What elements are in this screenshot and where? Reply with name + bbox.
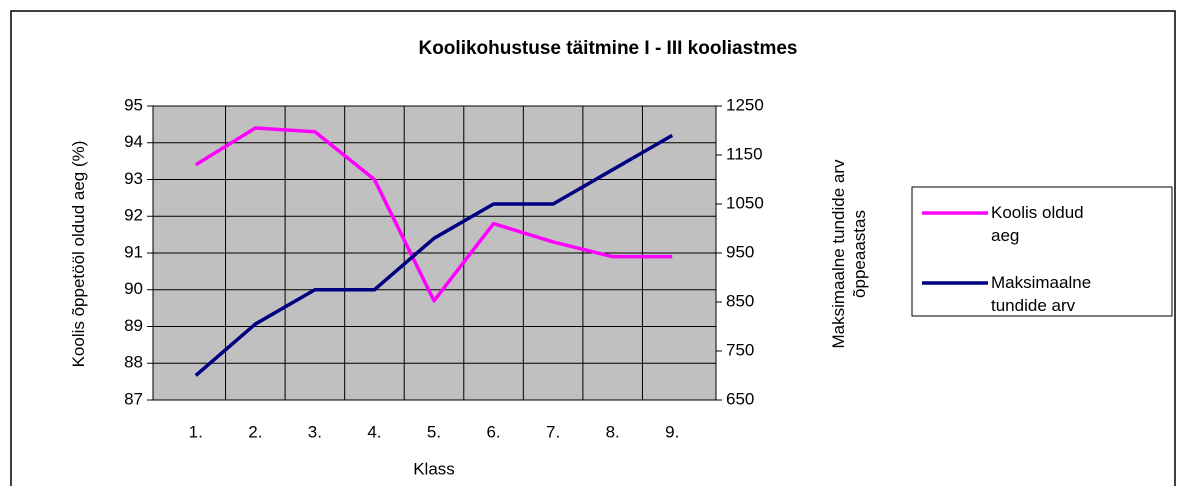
x-tick-label: 3. [308, 422, 322, 441]
chart-title: Koolikohustuse täitmine I - III kooliast… [418, 38, 797, 59]
y-tick-label: 88 [124, 353, 143, 372]
x-tick-label: 4. [367, 422, 381, 441]
x-tick-label: 2. [248, 422, 262, 441]
x-tick-label: 1. [189, 422, 203, 441]
y-tick-label: 91 [124, 242, 143, 261]
legend [911, 186, 1173, 317]
y2-tick-label: 1250 [726, 95, 764, 114]
series-line [194, 133, 674, 377]
y-tick-label: 89 [124, 316, 143, 335]
x-tick-label: 9. [665, 422, 679, 441]
y-axis-title: Koolis õppetööl oldud aeg (%) [69, 140, 88, 368]
y2-tick-label: 850 [726, 291, 754, 310]
y-tick-label: 90 [124, 279, 143, 298]
series-line [194, 126, 673, 303]
x-tick-label: 6. [486, 422, 500, 441]
y2-tick-label: 950 [726, 242, 754, 261]
x-tick-label: 7. [546, 422, 560, 441]
y-tick-label: 93 [124, 169, 143, 188]
legend-label-box: Koolis oldud aeg [991, 203, 1084, 245]
y-tick-label: 95 [124, 95, 143, 114]
y-tick-label: 87 [124, 389, 143, 408]
y-tick-label: 94 [124, 132, 143, 151]
legend-label: Maksimaalne tundide arv [991, 273, 1092, 315]
y2-axis-title: Maksimaalne tundide arv õppeaastas [829, 159, 869, 349]
legend-label-box: Maksimaalne tundide arv [991, 273, 1092, 315]
y2-tick-label: 650 [726, 389, 754, 408]
y2-tick-label: 750 [726, 340, 754, 359]
y-tick-label: 92 [124, 206, 143, 225]
y2-axis-title-box: Maksimaalne tundide arv õppeaastas [829, 159, 869, 349]
y2-tick-label: 1150 [726, 144, 763, 163]
y-axis-title-box: Koolis õppetööl oldud aeg (%) [69, 140, 88, 368]
x-tick-label: 5. [427, 422, 441, 441]
x-tick-label: 8. [606, 422, 620, 441]
y2-tick-label: 1050 [726, 193, 764, 212]
legend-label: Koolis oldud aeg [991, 203, 1084, 245]
x-axis-title: Klass [413, 459, 455, 478]
